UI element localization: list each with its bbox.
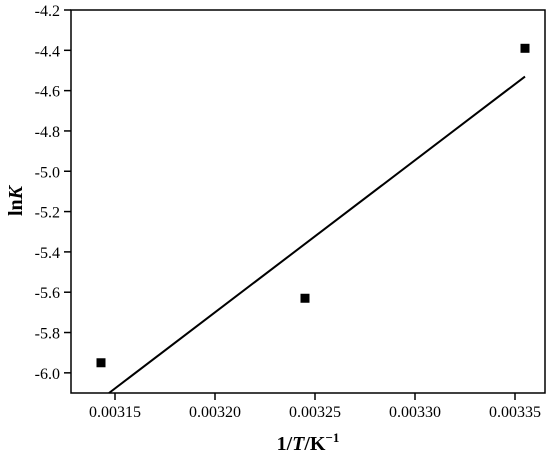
x-tick-label: 0.00315: [89, 404, 141, 421]
y-tick-label: -5.4: [35, 245, 60, 262]
x-tick-label: 0.00335: [489, 404, 541, 421]
x-axis-label: 1/T/K−1: [277, 430, 340, 455]
y-tick-label: -4.2: [35, 3, 60, 20]
x-tick-label: 0.00320: [189, 404, 241, 421]
y-tick-label: -5.6: [35, 285, 60, 302]
y-tick-label: -5.2: [35, 205, 60, 222]
y-tick-label: -4.4: [35, 43, 60, 60]
y-tick-label: -4.6: [35, 84, 60, 101]
x-tick-label: 0.00330: [389, 404, 441, 421]
y-tick-label: -5.8: [35, 326, 60, 343]
data-point: [520, 43, 530, 53]
data-point: [300, 293, 310, 303]
fit-line: [108, 75, 526, 394]
plot-frame: [70, 9, 546, 394]
data-point: [96, 358, 106, 368]
x-tick-label: 0.00325: [289, 404, 341, 421]
y-axis-label: lnK: [5, 184, 27, 216]
y-tick-label: -6.0: [35, 366, 60, 383]
x-axis-ticks: 0.00315 0.00320 0.00325 0.00330 0.00335: [89, 393, 541, 421]
fit-line-group: [108, 75, 526, 394]
y-axis-ticks: -6.0 -5.8 -5.6 -5.4 -5.2 -5.0 -4.8 -4.6 -4.4 -4.2: [35, 3, 71, 383]
y-tick-label: -4.8: [35, 124, 60, 141]
data-points: [96, 43, 530, 368]
y-tick-label: -5.0: [35, 164, 60, 181]
